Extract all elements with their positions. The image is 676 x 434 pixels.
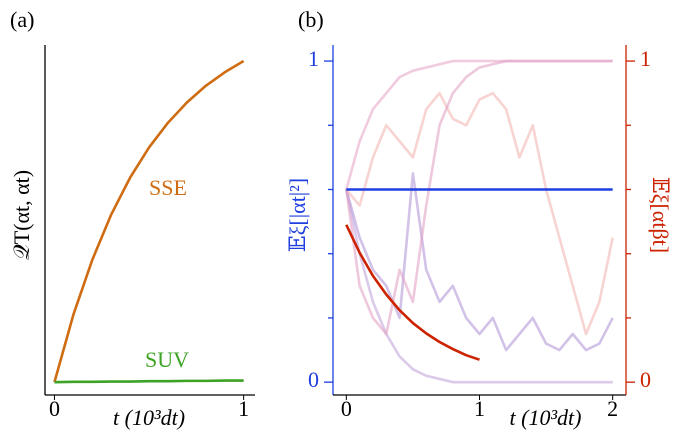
y-tick-label: 1 <box>308 46 319 71</box>
x-tick-label: 0 <box>49 396 60 421</box>
series-label: SUV <box>145 347 189 372</box>
series-line <box>54 379 244 384</box>
y-axis-label: 𝒬T(αt, αt) <box>9 170 34 260</box>
series-label: SSE <box>149 175 187 200</box>
y2-axis-label: 𝔼ξ[αtβt] <box>648 177 673 253</box>
x-axis-label: t (10³dt) <box>510 405 582 430</box>
series-line <box>345 172 614 352</box>
y-tick-label: 1 <box>640 46 651 71</box>
series-line <box>345 59 613 336</box>
series-line <box>345 189 613 384</box>
x-axis-label: t (10³dt) <box>113 405 185 430</box>
x-tick-label: 2 <box>607 396 618 421</box>
series-line <box>345 91 614 336</box>
y-tick-label: 0 <box>640 367 651 392</box>
x-tick-label: 0 <box>341 396 352 421</box>
y-tick-label: 0 <box>308 367 319 392</box>
series-line <box>345 224 480 361</box>
panel-label: (a) <box>10 7 34 32</box>
panel-label: (b) <box>298 7 324 32</box>
series-line <box>53 59 245 383</box>
y-axis-label: 𝔼ξ[|αt|²] <box>285 178 310 252</box>
x-tick-label: 1 <box>474 396 485 421</box>
x-tick-label: 1 <box>238 396 249 421</box>
